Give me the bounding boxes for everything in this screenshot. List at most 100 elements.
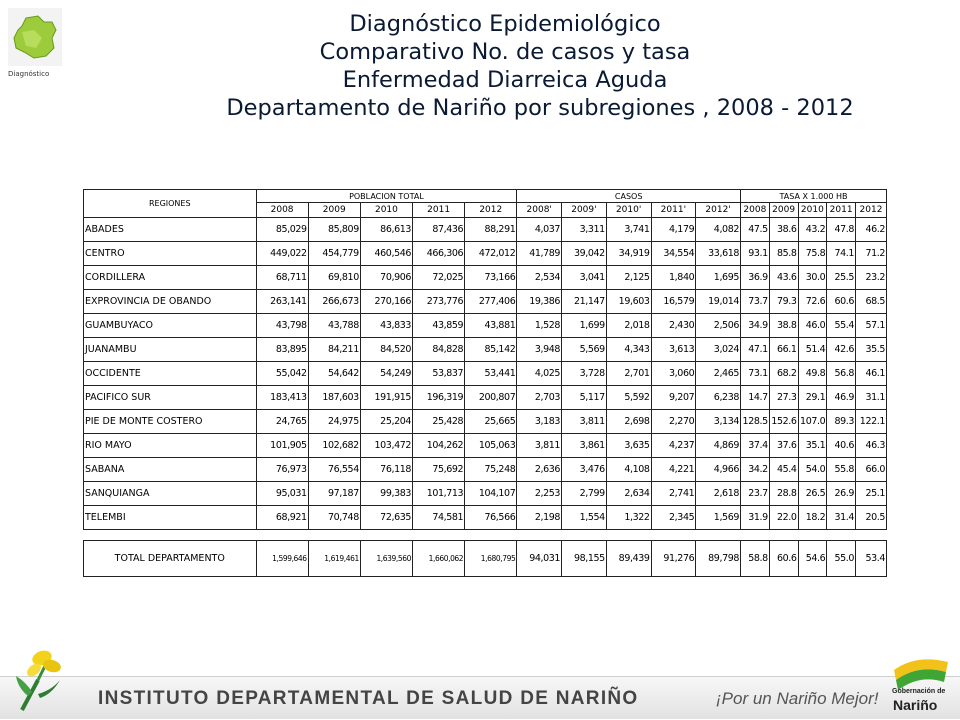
gob-label: Gobernación de — [892, 688, 946, 695]
rate-cell: 128.5 — [740, 409, 770, 434]
population-cell: 43,798 — [255, 313, 309, 338]
population-cell: 72,635 — [359, 505, 414, 530]
pop-year-header-2: 2010 — [359, 202, 414, 218]
rate-group-header: TASA X 1.000 HB — [740, 189, 887, 203]
population-cell: 105,063 — [464, 433, 518, 458]
cases-cell: 98,155 — [561, 540, 607, 577]
cases-year-header-3: 2011' — [650, 202, 697, 218]
rate-cell: 55.0 — [826, 540, 856, 577]
cases-cell: 1,322 — [605, 505, 652, 530]
rate-cell: 79.3 — [768, 289, 799, 314]
rate-cell: 46.3 — [855, 433, 887, 458]
rate-cell: 71.2 — [855, 241, 887, 266]
rate-cell: 60.6 — [768, 540, 799, 577]
cases-cell: 5,569 — [561, 337, 607, 362]
cases-cell: 4,343 — [605, 337, 652, 362]
cases-cell: 41,789 — [516, 241, 563, 266]
total-row: TOTAL DEPARTAMENTO 1,599,646 1,619,461 1,63… — [83, 540, 887, 577]
cases-cell: 19,014 — [695, 289, 741, 314]
institute-name: INSTITUTO DEPARTAMENTAL DE SALUD DE NARI… — [98, 688, 639, 709]
population-cell: 472,012 — [464, 241, 518, 266]
rate-year-header-2: 2010 — [797, 202, 828, 218]
region-cell: ABADES — [83, 217, 257, 242]
population-cell: 43,881 — [464, 313, 518, 338]
population-cell: 196,319 — [412, 385, 466, 410]
population-cell: 68,711 — [255, 265, 309, 290]
cases-cell: 2,430 — [650, 313, 697, 338]
table-row: PACIFICO SUR 183,413 187,603 191,915 196,319… — [83, 385, 887, 410]
cases-cell: 2,703 — [516, 385, 563, 410]
population-cell: 53,837 — [412, 361, 466, 386]
cases-cell: 4,179 — [650, 217, 697, 242]
population-cell: 69,810 — [307, 265, 361, 290]
rate-cell: 43.6 — [768, 265, 799, 290]
cases-cell: 2,741 — [650, 481, 697, 506]
regions-header: REGIONES — [83, 189, 257, 218]
population-cell: 460,546 — [359, 241, 414, 266]
rate-cell: 122.1 — [855, 409, 887, 434]
population-cell: 76,973 — [255, 457, 309, 482]
rate-cell: 85.8 — [768, 241, 799, 266]
rate-cell: 47.8 — [826, 217, 856, 242]
population-cell: 200,807 — [464, 385, 518, 410]
cases-cell: 2,618 — [695, 481, 741, 506]
population-cell: 273,776 — [412, 289, 466, 314]
cases-cell: 3,635 — [605, 433, 652, 458]
cases-cell: 1,695 — [695, 265, 741, 290]
population-cell: 187,603 — [307, 385, 361, 410]
population-cell: 25,665 — [464, 409, 518, 434]
rate-cell: 38.6 — [768, 217, 799, 242]
cases-cell: 2,270 — [650, 409, 697, 434]
table-row: JUANAMBU 83,895 84,211 84,520 84,828 85,142 3,… — [83, 337, 887, 362]
rate-cell: 56.8 — [826, 361, 856, 386]
cases-cell: 1,840 — [650, 265, 697, 290]
region-cell: GUAMBUYACO — [83, 313, 257, 338]
population-cell: 1,639,560 — [359, 540, 414, 577]
pop-year-header-4: 2012 — [464, 202, 518, 218]
cases-cell: 4,869 — [695, 433, 741, 458]
cases-cell: 3,861 — [561, 433, 607, 458]
rate-cell: 73.1 — [740, 361, 770, 386]
cases-cell: 3,060 — [650, 361, 697, 386]
region-cell: TELEMBI — [83, 505, 257, 530]
cases-cell: 94,031 — [516, 540, 563, 577]
rate-cell: 26.5 — [797, 481, 828, 506]
flower-logo-icon — [16, 650, 61, 711]
table-row: PIE DE MONTE COSTERO 24,765 24,975 25,204 25… — [83, 409, 887, 434]
slogan: ¡Por un Nariño Mejor! — [716, 689, 879, 708]
epidemiology-table: REGIONES POBLACION TOTAL CASOS TASA X 1.… — [83, 189, 887, 577]
rate-cell: 37.4 — [740, 433, 770, 458]
rate-cell: 30.0 — [797, 265, 828, 290]
rate-cell: 89.3 — [826, 409, 856, 434]
cases-year-header-2: 2010' — [605, 202, 652, 218]
population-cell: 1,619,461 — [307, 540, 361, 577]
rate-cell: 28.8 — [768, 481, 799, 506]
footer-bar — [0, 676, 960, 719]
population-cell: 85,142 — [464, 337, 518, 362]
region-cell: SANQUIANGA — [83, 481, 257, 506]
rate-cell: 66.0 — [855, 457, 887, 482]
table-row: CENTRO 449,022 454,779 460,546 466,306 472,01… — [83, 241, 887, 266]
rate-cell: 45.4 — [768, 457, 799, 482]
population-cell: 74,581 — [412, 505, 466, 530]
population-cell: 449,022 — [255, 241, 309, 266]
rate-cell: 107.0 — [797, 409, 828, 434]
rate-cell: 55.8 — [826, 457, 856, 482]
gob-name: Nariño — [893, 697, 938, 713]
cases-cell: 2,701 — [605, 361, 652, 386]
cases-cell: 1,569 — [695, 505, 741, 530]
population-cell: 95,031 — [255, 481, 309, 506]
cases-cell: 19,386 — [516, 289, 563, 314]
rate-cell: 37.6 — [768, 433, 799, 458]
population-cell: 1,680,795 — [464, 540, 518, 577]
rate-cell: 51.4 — [797, 337, 828, 362]
rate-cell: 31.1 — [855, 385, 887, 410]
cases-cell: 21,147 — [561, 289, 607, 314]
rate-cell: 31.4 — [826, 505, 856, 530]
cases-cell: 4,221 — [650, 457, 697, 482]
rate-cell: 35.5 — [855, 337, 887, 362]
region-cell: PIE DE MONTE COSTERO — [83, 409, 257, 434]
population-cell: 43,833 — [359, 313, 414, 338]
rate-cell: 27.3 — [768, 385, 799, 410]
rate-cell: 46.1 — [855, 361, 887, 386]
